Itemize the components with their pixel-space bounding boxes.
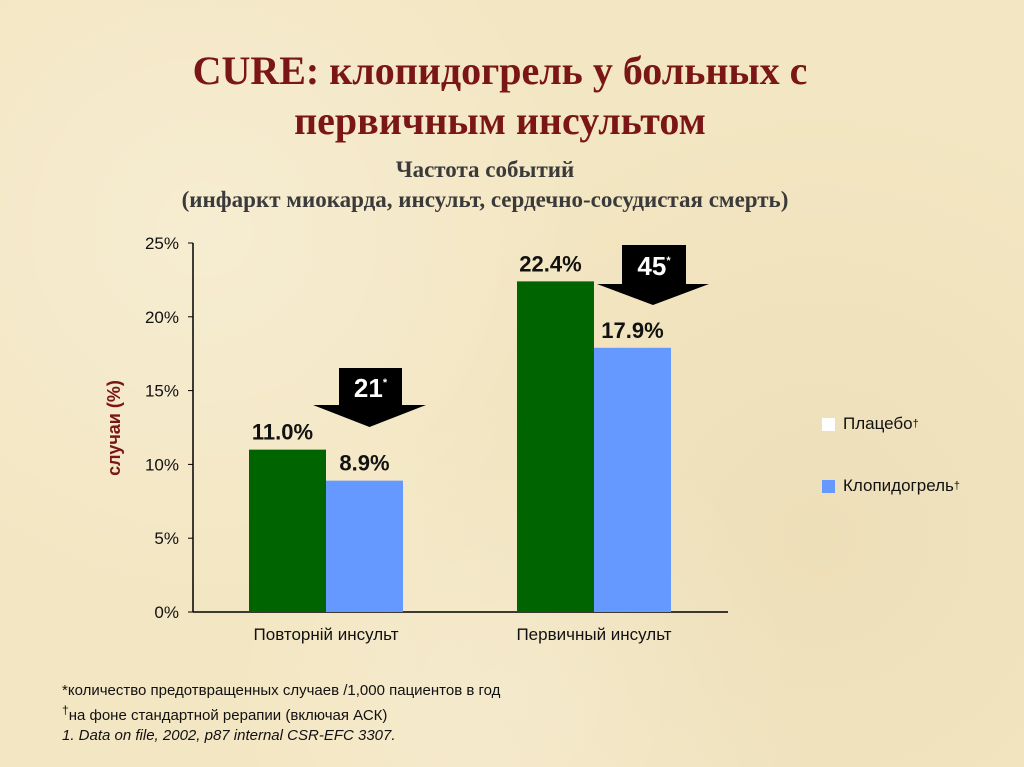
legend-item-clopidogrel: Клопидогрель † (822, 476, 960, 496)
footnote-2-mark: † (62, 703, 69, 717)
chart-subtitle: Частота событий (инфаркт миокарда, инсул… (0, 155, 970, 215)
annotation-value: 21* (354, 373, 388, 403)
bar (594, 347, 671, 612)
footnote-2: †на фоне стандартной рерапии (включая АС… (62, 700, 387, 726)
legend-swatch-placebo (822, 417, 835, 431)
data-label: 17.9% (601, 318, 663, 343)
x-tick-label: Первичный инсульт (516, 625, 671, 644)
bar (517, 281, 594, 612)
legend-mark-clopidogrel: † (953, 480, 960, 492)
x-tick-label: Повторній инсульт (254, 625, 399, 644)
title-line-2: первичным инсультом (294, 98, 706, 143)
annotation-mark: * (383, 377, 388, 389)
annotation-arrow (597, 284, 709, 305)
y-tick-label: 25% (145, 234, 179, 253)
footnote-2-text: на фоне стандартной рерапии (включая АСК… (68, 707, 388, 724)
annotation-box (622, 245, 686, 287)
annotation-value: 45* (637, 251, 671, 281)
y-axis-label: случаи (%) (104, 380, 124, 476)
y-tick-label: 10% (145, 455, 179, 474)
y-tick-label: 5% (154, 529, 179, 548)
subtitle-line-1: Частота событий (395, 157, 575, 182)
reference: 1. Data on file, 2002, p87 internal CSR-… (62, 727, 396, 744)
subtitle-line-2: (инфаркт миокарда, инсульт, сердечно-сос… (181, 187, 789, 212)
annotation-arrow (313, 405, 426, 427)
page-title: CURE: клопидогрель у больных с первичным… (0, 46, 1000, 146)
y-tick-label: 0% (154, 603, 179, 622)
bar (249, 449, 326, 612)
bar (326, 480, 403, 612)
legend-swatch-clopidogrel (822, 479, 835, 493)
y-tick-label: 15% (145, 382, 179, 401)
data-label: 22.4% (519, 251, 581, 276)
data-label: 8.9% (339, 451, 389, 476)
legend-mark-placebo: † (912, 418, 919, 430)
legend-label-clopidogrel: Клопидогрель (843, 476, 954, 495)
title-line-1: CURE: клопидогрель у больных с (192, 48, 808, 93)
legend-label-placebo: Плацебо (843, 414, 913, 433)
data-label: 11.0% (252, 420, 313, 445)
y-tick-label: 20% (145, 308, 179, 327)
footnote-1: *количество предотвращенных случаев /1,0… (62, 682, 501, 699)
annotation-mark: * (666, 255, 671, 267)
annotation-box (339, 368, 402, 408)
legend-item-placebo: Плацебо † (822, 414, 919, 434)
